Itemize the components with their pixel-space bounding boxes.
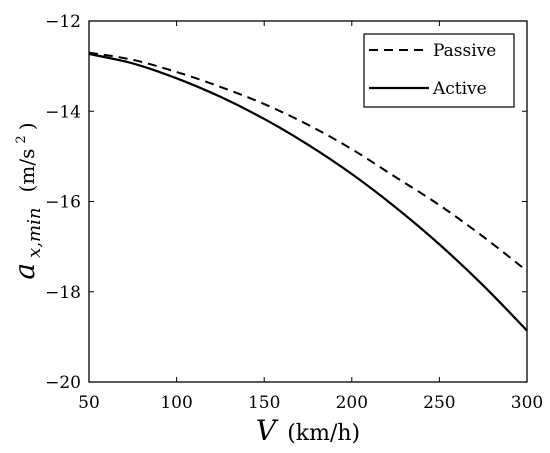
legend-box [363, 33, 515, 108]
x-tick-label: 50 [78, 393, 100, 413]
x-tick-label: 150 [248, 393, 280, 413]
y-axis-unit: (m/s [15, 149, 39, 193]
y-tick-label: −14 [45, 102, 81, 122]
x-tick-label: 200 [336, 393, 368, 413]
legend-active-label: Active [432, 79, 487, 99]
y-axis-unit-superscript: 2 [14, 135, 29, 143]
axis-ticks: 50 100 150 200 250 300 −12 −14 −16 −18 −20 [45, 12, 543, 413]
x-tick-label: 100 [160, 393, 192, 413]
y-axis-label: a x,min (m/s 2 ) [8, 122, 45, 279]
x-tick-label: 250 [423, 393, 455, 413]
x-axis-label: V (km/h) [256, 414, 360, 447]
y-tick-label: −12 [45, 12, 81, 32]
legend: Passive Active [363, 33, 515, 108]
y-tick-label: −16 [45, 193, 81, 213]
series-layer [88, 51, 528, 332]
y-axis-unit-close: ) [15, 122, 39, 130]
y-tick-label: −18 [45, 283, 81, 303]
y-axis-variable: a [8, 263, 41, 280]
x-axis-unit: (km/h) [287, 421, 360, 446]
x-tick-label: 300 [511, 393, 543, 413]
y-tick-label: −20 [45, 373, 81, 393]
series-line-active [88, 52, 528, 332]
x-axis-variable: V [256, 414, 279, 447]
legend-passive-label: Passive [433, 41, 496, 61]
y-axis-subscript: x,min [24, 208, 45, 258]
series-line-passive [88, 51, 528, 272]
